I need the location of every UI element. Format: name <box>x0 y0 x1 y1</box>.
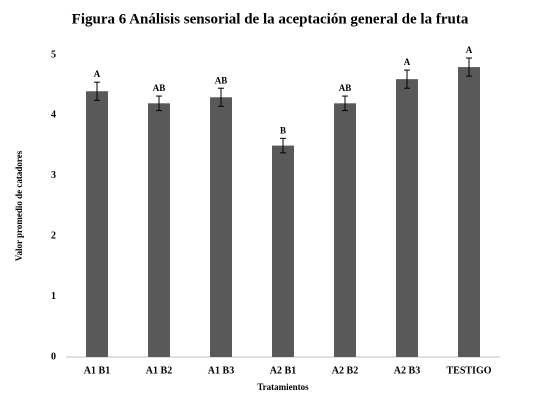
chart-title: Figura 6 Análisis sensorial de la acepta… <box>72 11 469 27</box>
x-tick-label: A2 B1 <box>270 365 296 376</box>
y-tick-label: 3 <box>51 170 56 181</box>
bar <box>272 145 294 357</box>
x-tick-label: A1 B1 <box>84 365 110 376</box>
significance-letter: AB <box>153 83 166 93</box>
bar <box>396 79 418 357</box>
significance-letter: A <box>466 45 473 55</box>
significance-letter: A <box>404 57 411 67</box>
error-bar <box>280 137 286 154</box>
bar <box>86 91 108 358</box>
y-tick-label: 1 <box>51 291 56 302</box>
y-tick-label: 4 <box>51 110 56 121</box>
error-bar <box>156 95 162 112</box>
significance-letter: A <box>94 69 101 79</box>
x-tick-label: A1 B2 <box>146 365 172 376</box>
bar <box>334 103 356 357</box>
significance-letter: AB <box>339 83 352 93</box>
y-tick-label: 0 <box>51 351 56 362</box>
y-tick-label: 5 <box>51 49 56 60</box>
error-bar <box>466 57 472 77</box>
error-bar <box>218 87 224 107</box>
y-tick-label: 2 <box>51 230 56 241</box>
significance-letter: AB <box>215 75 228 85</box>
bar <box>210 97 232 357</box>
bar <box>148 103 170 357</box>
y-axis-label: Valor promedio de catadores <box>14 150 24 261</box>
error-bar <box>342 95 348 112</box>
x-tick-label: A2 B3 <box>394 365 420 376</box>
error-bar <box>404 69 410 89</box>
error-bar <box>94 81 100 101</box>
x-axis-label: Tratamientos <box>257 382 309 392</box>
x-tick-label: TESTIGO <box>446 365 491 376</box>
x-tick-label: A1 B3 <box>208 365 234 376</box>
bar <box>458 67 480 357</box>
x-tick-label: A2 B2 <box>332 365 358 376</box>
significance-letter: B <box>280 125 286 135</box>
